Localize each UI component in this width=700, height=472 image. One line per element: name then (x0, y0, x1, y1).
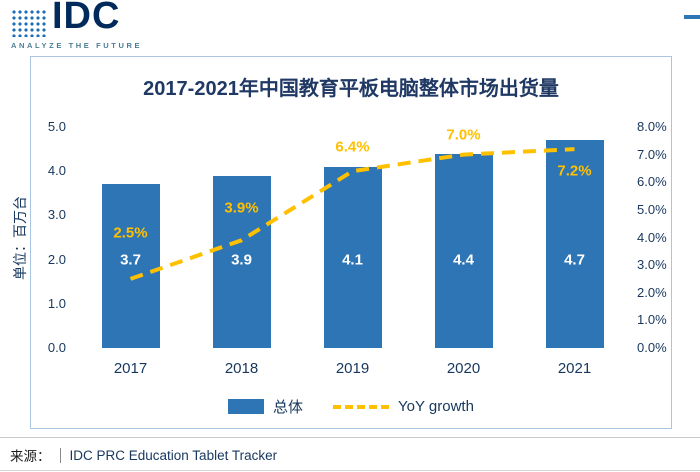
yoy-value-label: 7.2% (557, 162, 592, 180)
source-label: 来源： (10, 449, 51, 464)
left-axis-tick: 1.0 (47, 295, 66, 311)
legend-bar-swatch-icon (228, 399, 265, 414)
chart-title: 2017-2021年中国教育平板电脑整体市场出货量 (143, 78, 559, 100)
right-axis-tick: 2.0% (637, 284, 667, 300)
legend-label: YoY growth (398, 398, 474, 415)
footer-divider (0, 437, 700, 438)
legend-label: 总体 (273, 399, 304, 416)
bar-value-label: 4.4 (453, 251, 474, 269)
bar-2018 (212, 175, 271, 348)
right-axis-tick: 7.0% (637, 146, 667, 162)
legend-dashed-line-swatch-icon (333, 404, 390, 409)
left-axis-tick: 2.0 (47, 251, 66, 267)
idc-logo-tagline: ANALYZE THE FUTURE (11, 41, 143, 50)
chart-legend: 总体 YoY growth (30, 396, 672, 417)
bottom-edge-line (0, 470, 700, 471)
right-axis-tick: 3.0% (637, 257, 667, 273)
legend-item: YoY growth (333, 398, 474, 415)
bar-value-label: 3.9 (231, 251, 252, 269)
right-axis-tick: 5.0% (637, 201, 667, 217)
bar-value-label: 3.7 (120, 251, 141, 269)
yoy-line (129, 147, 575, 281)
right-axis-tick: 6.0% (637, 174, 667, 190)
x-axis-label-2021: 2021 (557, 360, 592, 377)
idc-dot-matrix-icon (10, 8, 47, 37)
left-axis-tick: 3.0 (47, 207, 66, 223)
yoy-value-label: 6.4% (335, 138, 370, 156)
legend-item: 总体 (228, 396, 303, 417)
left-axis-tick: 4.0 (47, 163, 66, 179)
x-axis-label-2020: 2020 (446, 360, 481, 377)
right-axis-tick: 0.0% (637, 340, 667, 355)
right-axis-tick: 8.0% (637, 119, 667, 134)
x-axis-label-2019: 2019 (335, 360, 370, 377)
idc-logo-text: IDC (52, 0, 121, 37)
footer-source: 来源： IDC PRC Education Tablet Tracker (10, 445, 277, 465)
left-axis-tick: 5.0 (47, 119, 66, 134)
right-axis-tick: 4.0% (637, 229, 667, 245)
bar-2019 (323, 166, 382, 348)
x-axis-label-2017: 2017 (113, 360, 148, 377)
yoy-value-label: 7.0% (446, 126, 481, 144)
right-axis-ticks: 8.0% 7.0% 6.0% 5.0% 4.0% 3.0% 2.0% 1.0% 0.0% (637, 119, 681, 356)
left-axis-ticks: 5.0 4.0 3.0 2.0 1.0 0.0 (30, 119, 66, 356)
yoy-value-label: 2.5% (113, 224, 148, 242)
yoy-value-label: 3.9% (224, 199, 259, 217)
top-right-accent-bar (684, 15, 700, 19)
idc-logo: IDC ANALYZE THE FUTURE (8, 0, 188, 52)
left-axis-tick: 0.0 (47, 339, 66, 355)
left-axis-title: 单位：百万台 (12, 196, 28, 280)
plot-area: 3.7 3.9 4.1 4.4 4.7 2.5% 3.9% 6.4% 7.0% 7.2% (75, 126, 630, 348)
source-text: IDC PRC Education Tablet Tracker (69, 447, 278, 463)
bar-value-label: 4.1 (342, 251, 363, 269)
bar-value-label: 4.7 (564, 251, 585, 269)
bar-2021 (545, 140, 604, 348)
right-axis-tick: 1.0% (637, 312, 667, 328)
bar-2020 (434, 153, 493, 348)
source-separator (59, 447, 61, 463)
bar-2017 (101, 184, 160, 348)
x-axis-label-2018: 2018 (224, 360, 259, 377)
